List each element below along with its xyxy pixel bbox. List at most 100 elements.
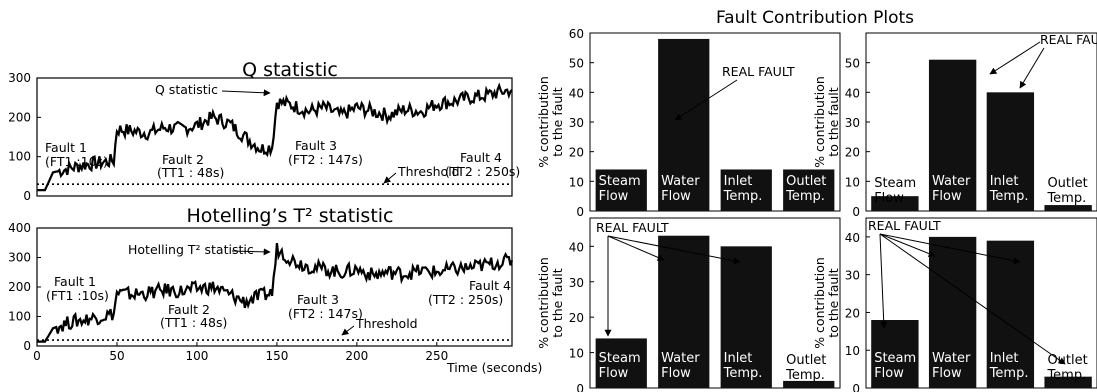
bar-category-label: Steam bbox=[599, 174, 641, 189]
bar-y-tick-label: 60 bbox=[569, 27, 584, 41]
bar-category-label: Temp. bbox=[785, 368, 825, 383]
t-curve-label: Hotelling T² statistic bbox=[128, 242, 254, 257]
bar-category-label: Temp. bbox=[1046, 191, 1086, 206]
plot3-real-fault-label: REAL FAULT bbox=[596, 220, 669, 235]
bar-y-tick-label: 0 bbox=[576, 205, 584, 219]
bar-category-label: Flow bbox=[661, 366, 691, 381]
bar-ylabel: % contributionto the fault bbox=[536, 257, 565, 349]
t-x-ticks: 0 50 100 150 200 250 bbox=[33, 342, 448, 363]
q-fault1: Fault 1 bbox=[45, 140, 87, 155]
bar-y-tick-label: 30 bbox=[569, 116, 584, 130]
bar-category-label: Flow bbox=[932, 189, 962, 204]
bar-category-label: Inlet bbox=[990, 351, 1019, 366]
plot1-real-fault-label: REAL FAULT bbox=[722, 64, 795, 79]
bar-y-tick-label: 10 bbox=[569, 347, 584, 361]
bar-category-label: Steam bbox=[874, 176, 916, 191]
plot4-real-fault-label: REAL FAULT bbox=[868, 218, 941, 233]
x-tick-label: 50 bbox=[109, 349, 124, 363]
bar-plot-frame bbox=[865, 217, 1097, 389]
bar-ylabel: % contributionto the fault bbox=[812, 257, 841, 349]
bar-category-label: Temp. bbox=[989, 189, 1029, 204]
bar-y-tick-label: 40 bbox=[845, 231, 860, 245]
bar-y-tick-label: 30 bbox=[569, 276, 584, 290]
bar-y-tick-label: 10 bbox=[845, 175, 860, 189]
x-tick-label: 100 bbox=[185, 349, 208, 363]
y-tick-label: 0 bbox=[23, 339, 31, 353]
x-tick-label: 250 bbox=[425, 349, 448, 363]
bar-y-tick-label: 40 bbox=[569, 86, 584, 100]
bar bbox=[658, 38, 710, 211]
t-threshold-label: Threshold bbox=[355, 316, 418, 331]
q-curve-label: Q statistic bbox=[155, 82, 218, 97]
contribution-plot-4: % contributionto the fault 0 10 20 30 40 Steam… bbox=[812, 217, 1097, 392]
y-tick-label: 100 bbox=[8, 150, 31, 164]
bar-category-label: Temp. bbox=[989, 366, 1029, 381]
hotelling-t2-chart: Hotelling’s T² statistic 0 100 200 300 400 0… bbox=[8, 205, 542, 375]
bar-category-label: Outlet bbox=[786, 174, 826, 189]
bar-category-label: Water bbox=[932, 174, 971, 189]
bar-y-tick-label: 20 bbox=[569, 311, 584, 325]
y-tick-label: 200 bbox=[8, 280, 31, 294]
bar-category-label: Flow bbox=[599, 189, 629, 204]
t-fault2-sub: (TT1 : 48s) bbox=[160, 315, 227, 330]
bar bbox=[595, 338, 647, 388]
q-threshold-label: Threshold bbox=[397, 164, 460, 179]
bar-y-tick-label: 40 bbox=[845, 86, 860, 100]
y-tick-label: 0 bbox=[23, 189, 31, 203]
bar-category-label: Temp. bbox=[723, 366, 763, 381]
q-y-ticks: 0 100 200 300 bbox=[8, 71, 41, 203]
bar bbox=[658, 235, 710, 388]
bar bbox=[986, 92, 1035, 211]
y-tick-label: 400 bbox=[8, 221, 31, 235]
x-tick-label: 150 bbox=[265, 349, 288, 363]
bar-category-label: Outlet bbox=[1047, 353, 1087, 368]
bar bbox=[720, 246, 772, 388]
contribution-title: Fault Contribution Plots bbox=[716, 8, 914, 28]
bar-ylabel: % contributionto the fault bbox=[812, 76, 841, 168]
bar-y-tick-label: 40 bbox=[569, 240, 584, 254]
y-tick-label: 200 bbox=[8, 110, 31, 124]
x-tick-label: 200 bbox=[345, 349, 368, 363]
q-fault3-sub: (FT2 : 147s) bbox=[288, 152, 363, 167]
t-fault2: Fault 2 bbox=[168, 302, 210, 317]
t-plot-frame bbox=[36, 227, 513, 347]
bar-y-tick-label: 0 bbox=[852, 382, 860, 392]
bar bbox=[871, 320, 919, 388]
bar-y-tick-label: 20 bbox=[569, 146, 584, 160]
y-tick-label: 300 bbox=[8, 251, 31, 265]
t-fault4-sub: (TT2 : 250s) bbox=[428, 292, 503, 307]
bar-category-label: Water bbox=[661, 174, 700, 189]
q-statistic-line bbox=[37, 86, 512, 191]
bar bbox=[928, 59, 977, 212]
q-fault2: Fault 2 bbox=[162, 152, 204, 167]
bar-category-label: Inlet bbox=[990, 174, 1019, 189]
contribution-plot-2: % contributionto the fault 0 10 20 30 40 50 Ste… bbox=[812, 32, 1097, 219]
q-fault4-sub: (TT2 : 250s) bbox=[445, 164, 520, 179]
t-xlabel: Time (seconds) bbox=[446, 360, 542, 375]
bar-plot-frame bbox=[589, 217, 841, 389]
y-tick-label: 100 bbox=[8, 310, 31, 324]
bar-category-label: Water bbox=[661, 351, 700, 366]
contribution-plot-1: % contributionto the fault 0 10 20 30 40 50 60 S… bbox=[536, 27, 841, 219]
bar-category-label: Inlet bbox=[724, 351, 753, 366]
bar-category-label: Outlet bbox=[786, 353, 826, 368]
y-tick-label: 300 bbox=[8, 71, 31, 85]
t-chart-title: Hotelling’s T² statistic bbox=[186, 205, 393, 227]
contribution-plot-3: % contributionto the fault 0 10 20 30 40 Steam… bbox=[536, 217, 841, 392]
bar bbox=[783, 169, 835, 211]
q-fault1-sub: (FT1 :10s) bbox=[45, 154, 108, 169]
bar-y-tick-label: 30 bbox=[845, 116, 860, 130]
bar-category-label: Temp. bbox=[723, 189, 763, 204]
bar-category-label: Flow bbox=[599, 366, 629, 381]
q-statistic-chart: Q statistic 0 100 200 300 Q statistic Fault… bbox=[8, 59, 520, 203]
bar bbox=[1044, 205, 1092, 211]
bar-category-label: Temp. bbox=[1046, 368, 1086, 383]
plot2-real-fault-label: REAL FAULT bbox=[1040, 32, 1097, 47]
bar-y-tick-label: 0 bbox=[852, 205, 860, 219]
t-fault3: Fault 3 bbox=[297, 292, 339, 307]
q-plot-frame bbox=[36, 77, 513, 197]
t-fault4: Fault 4 bbox=[469, 278, 511, 293]
bar-category-label: Steam bbox=[599, 351, 641, 366]
bar-y-tick-label: 10 bbox=[845, 344, 860, 358]
t-fault1-sub: (FT1 :10s) bbox=[46, 288, 109, 303]
